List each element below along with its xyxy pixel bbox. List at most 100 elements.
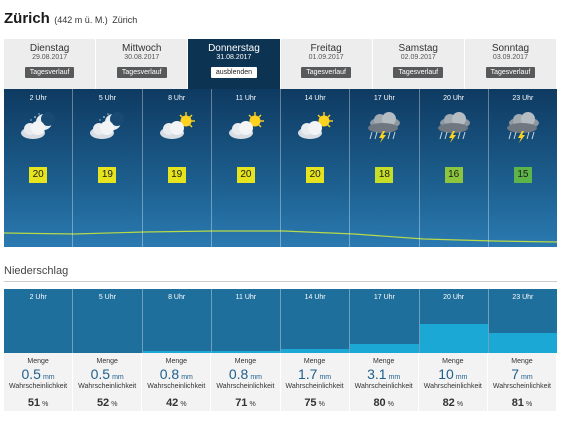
probability-label: Wahrscheinlichkeit [285, 383, 344, 390]
precip-column: 2 Uhr [4, 289, 74, 353]
precip-detail: Menge 0.8 mm Wahrscheinlichkeit 42% [142, 353, 212, 411]
precipitation-details: Menge 0.5 mm Wahrscheinlichkeit 51% Menge 0.5 m… [4, 353, 557, 411]
probability-value: 75% [281, 393, 349, 409]
amount-label: Menge [303, 358, 326, 365]
forecast-column: 5 Uhr 19 [73, 89, 143, 247]
probability-unit: % [249, 401, 256, 408]
precip-bar [211, 351, 280, 353]
probability-number: 75 [304, 397, 317, 409]
temperature-trend-line [4, 230, 557, 243]
day-name: Donnerstag [208, 43, 260, 54]
day-detail-button[interactable]: Tagesverlauf [393, 67, 444, 78]
probability-unit: % [42, 401, 49, 408]
precip-time: 2 Uhr [29, 294, 47, 301]
day-name: Freitag [310, 43, 342, 54]
precip-detail: Menge 1.7 mm Wahrscheinlichkeit 75% [280, 353, 350, 411]
forecast-time: 5 Uhr [98, 95, 116, 102]
day-tab[interactable]: Dienstag 29.08.2017 Tagesverlauf [4, 39, 97, 89]
amount-label: Menge [165, 358, 188, 365]
probability-unit: % [525, 401, 533, 408]
precip-column: 11 Uhr [211, 289, 281, 353]
probability-value: 81% [488, 393, 556, 409]
probability-label: Wahrscheinlichkeit [492, 383, 551, 390]
day-name: Dienstag [29, 43, 70, 54]
thunderstorm-icon [433, 111, 475, 143]
amount-value: 7 mm [488, 366, 556, 383]
sun-cloud-icon [156, 111, 198, 143]
precip-bar [350, 344, 419, 353]
forecast-column: 8 Uhr 19 [143, 89, 212, 247]
amount-unit: mm [112, 374, 124, 381]
amount-value: 0.8 mm [211, 366, 279, 383]
precip-column: 5 Uhr [73, 289, 143, 353]
day-tab[interactable]: Mittwoch 30.08.2017 Tagesverlauf [96, 39, 189, 89]
amount-value: 1.7 mm [281, 366, 349, 383]
amount-number: 0.5 [90, 366, 111, 382]
precip-detail: Menge 10 mm Wahrscheinlichkeit 82% [418, 353, 488, 411]
precip-detail: Menge 0.5 mm Wahrscheinlichkeit 51% [4, 353, 74, 411]
forecast-column: 11 Uhr 20 [212, 89, 281, 247]
day-tab[interactable]: Samstag 02.09.2017 Tagesverlauf [372, 39, 465, 89]
probability-number: 52 [96, 397, 110, 409]
thunderstorm-icon [502, 111, 544, 143]
precip-column: 17 Uhr [350, 289, 420, 353]
amount-label: Menge [27, 358, 49, 365]
day-detail-button[interactable]: Tagesverlauf [301, 67, 351, 78]
precip-detail: Menge 7 mm Wahrscheinlichkeit 81% [487, 353, 557, 411]
precip-time: 11 Uhr [235, 294, 257, 301]
section-divider [4, 281, 557, 282]
amount-unit: mm [388, 374, 401, 381]
probability-number: 42 [166, 397, 179, 409]
precip-column: 14 Uhr [281, 289, 351, 353]
temperature-badge: 20 [236, 167, 255, 183]
day-date: 29.08.2017 [32, 54, 68, 61]
probability-value: 71% [211, 393, 279, 409]
day-date: 01.09.2017 [308, 54, 344, 61]
precipitation-bars: 2 Uhr 5 Uhr 8 Uhr 11 Uhr 14 Uhr 17 Uhr 20 Uhr 2… [4, 289, 557, 353]
precip-detail: Menge 0.5 mm Wahrscheinlichkeit 52% [73, 353, 143, 411]
day-tabs: Dienstag 29.08.2017 Tagesverlauf Mittwoch 30… [4, 39, 558, 89]
day-name: Samstag [398, 43, 438, 54]
region-label: Zürich [112, 15, 138, 25]
probability-label: Wahrscheinlichkeit [78, 383, 137, 390]
amount-unit: mm [250, 374, 262, 381]
temperature-trend-polyline [4, 230, 557, 243]
hide-button[interactable]: ausblenden [210, 67, 258, 78]
day-tab[interactable]: Freitag 01.09.2017 Tagesverlauf [280, 39, 373, 89]
probability-label: Wahrscheinlichkeit [147, 383, 206, 390]
precip-time: 23 Uhr [512, 294, 534, 301]
probability-value: 80% [350, 393, 418, 409]
city-name: Zürich [4, 10, 50, 27]
precip-bar [281, 348, 350, 353]
day-detail-button[interactable]: Tagesverlauf [24, 67, 75, 78]
temperature-badge: 16 [444, 167, 463, 183]
moon-cloud-icon [86, 111, 128, 143]
temperature-badge: 20 [29, 167, 48, 183]
amount-value: 0.8 mm [142, 366, 210, 383]
probability-number: 80 [373, 397, 386, 409]
precip-time: 8 Uhr [168, 294, 186, 301]
amount-unit: mm [319, 374, 332, 381]
amount-value: 0.5 mm [73, 366, 141, 383]
forecast-time: 17 Uhr [373, 95, 395, 102]
precip-bar [488, 333, 557, 353]
probability-unit: % [111, 401, 118, 408]
amount-unit: mm [521, 374, 533, 381]
day-detail-button[interactable]: Tagesverlauf [116, 67, 167, 78]
day-tab[interactable]: Donnerstag 31.08.2017 ausblenden [188, 39, 281, 89]
amount-number: 0.5 [21, 366, 41, 382]
amount-value: 0.5 mm [4, 366, 72, 383]
probability-label: Wahrscheinlichkeit [9, 383, 68, 390]
day-detail-button[interactable]: Tagesverlauf [485, 67, 536, 78]
probability-number: 82 [442, 397, 455, 409]
precip-detail: Menge 0.8 mm Wahrscheinlichkeit 71% [211, 353, 281, 411]
amount-unit: mm [181, 374, 193, 381]
probability-number: 71 [235, 397, 248, 409]
forecast-column: 14 Uhr 20 [281, 89, 351, 247]
amount-number: 0.8 [228, 366, 249, 382]
probability-unit: % [318, 401, 325, 408]
day-tab[interactable]: Sonntag 03.09.2017 Tagesverlauf [464, 39, 558, 89]
probability-value: 82% [419, 393, 487, 409]
thunderstorm-icon [363, 111, 405, 143]
temperature-badge: 19 [98, 167, 117, 183]
